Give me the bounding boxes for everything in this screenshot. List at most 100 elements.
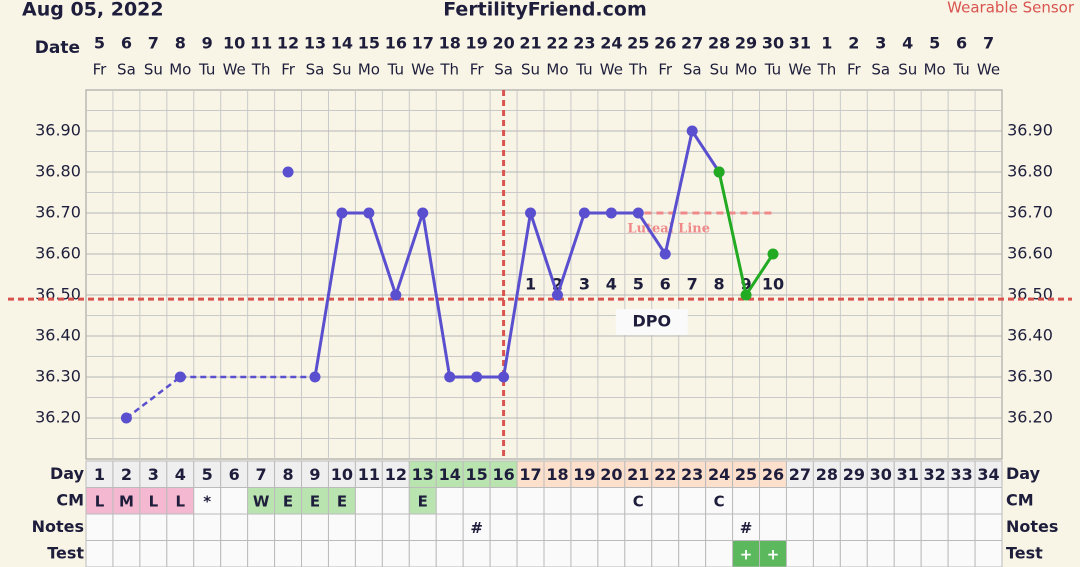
- row-label: Test: [47, 543, 84, 562]
- table-cell: [327, 460, 356, 488]
- table-cell: [785, 487, 814, 515]
- x-tick-label: 6: [121, 34, 132, 53]
- table-cell: [866, 513, 895, 541]
- x-tick-label: 10: [223, 34, 245, 53]
- table-cell: [193, 540, 222, 567]
- table-cell: [974, 513, 1003, 541]
- weekday-label: Tu: [952, 61, 969, 79]
- test-entry: +: [767, 545, 780, 563]
- table-cell: [85, 487, 114, 515]
- dpo-bg: [520, 275, 541, 295]
- table-cell: [974, 487, 1003, 515]
- x-tick-label: 6: [956, 34, 967, 53]
- table-cell: [247, 513, 276, 541]
- y-tick-label: 36.60: [1007, 244, 1053, 263]
- x-tick-label: 15: [358, 34, 380, 53]
- dpo-bg: [709, 275, 730, 295]
- table-cell: [193, 487, 222, 515]
- temp-point: [363, 207, 375, 219]
- weekday-label: Su: [144, 61, 163, 79]
- weekday-label: Mo: [546, 61, 568, 79]
- weekday-label: Sa: [494, 61, 513, 79]
- table-cell: [220, 487, 249, 515]
- weekday-label: Su: [521, 61, 540, 79]
- table-cell: [839, 460, 868, 488]
- table-cell: [274, 460, 303, 488]
- day-number: 15: [466, 465, 488, 484]
- temp-point: [417, 207, 429, 219]
- table-cell: [785, 540, 814, 567]
- x-tick-label: 13: [304, 34, 326, 53]
- day-number: 34: [977, 465, 999, 484]
- table-cell: [732, 460, 761, 488]
- weekday-label: Fr: [281, 61, 296, 79]
- table-cell: [435, 487, 464, 515]
- row-label: Day: [1006, 464, 1041, 483]
- table-cell: [516, 540, 545, 567]
- cm-entry: *: [203, 492, 211, 510]
- y-tick-label: 36.30: [1007, 367, 1053, 386]
- table-cell: [651, 540, 680, 567]
- cm-entry: E: [310, 492, 320, 510]
- table-cell: [678, 513, 707, 541]
- temp-point: [174, 371, 186, 383]
- table-cell: [462, 513, 491, 541]
- temp-point: [390, 289, 402, 301]
- table-cell: [166, 540, 195, 567]
- weekday-label: Th: [817, 61, 837, 79]
- temp-point: [659, 248, 671, 260]
- x-tick-label: 27: [681, 34, 703, 53]
- table-cell: [732, 513, 761, 541]
- x-tick-label: 17: [412, 34, 434, 53]
- temp-point: [309, 371, 321, 383]
- day-number: 32: [924, 465, 946, 484]
- table-cell: [893, 487, 922, 515]
- x-tick-label: 18: [439, 34, 461, 53]
- table-cell: [139, 460, 168, 488]
- table-cell: [947, 487, 976, 515]
- table-cell: [354, 540, 383, 567]
- cm-entry: E: [418, 492, 428, 510]
- table-cell: [462, 540, 491, 567]
- weekday-label: We: [977, 61, 1000, 79]
- table-cell: [435, 460, 464, 488]
- y-tick-label: 36.90: [1007, 121, 1053, 140]
- x-tick-label: 4: [902, 34, 913, 53]
- table-cell: [274, 540, 303, 567]
- table-cell: [732, 487, 761, 515]
- cm-entry: C: [714, 492, 725, 510]
- x-tick-label: 31: [789, 34, 811, 53]
- temp-point: [632, 207, 644, 219]
- table-cell: [435, 540, 464, 567]
- table-cell: [543, 513, 572, 541]
- table-cell: [381, 540, 410, 567]
- cm-entry: M: [119, 492, 134, 510]
- table-cell: [85, 540, 114, 567]
- weekday-label: Sa: [871, 61, 890, 79]
- table-cell: [651, 513, 680, 541]
- weekday-label: Fr: [470, 61, 485, 79]
- weekday-label: Su: [898, 61, 917, 79]
- day-number: 27: [789, 465, 811, 484]
- table-cell: [678, 540, 707, 567]
- day-number: 9: [309, 465, 320, 484]
- weekday-label: Sa: [306, 61, 325, 79]
- gap-connector: [125, 376, 182, 419]
- table-cell: [193, 513, 222, 541]
- dpo-number: 1: [525, 275, 536, 294]
- dpo-number: 9: [740, 275, 751, 294]
- temp-point: [767, 248, 779, 260]
- table-cell: [489, 540, 518, 567]
- table-cell: [139, 513, 168, 541]
- table-cell: [974, 540, 1003, 567]
- x-tick-label: 14: [331, 34, 353, 53]
- x-tick-label: 2: [848, 34, 859, 53]
- day-number: 23: [681, 465, 703, 484]
- dpo-number: 5: [633, 275, 644, 294]
- table-cell: [408, 513, 437, 541]
- weekday-label: Mo: [735, 61, 757, 79]
- weekday-label: Mo: [358, 61, 380, 79]
- day-number: 13: [412, 465, 434, 484]
- table-cell: [139, 540, 168, 567]
